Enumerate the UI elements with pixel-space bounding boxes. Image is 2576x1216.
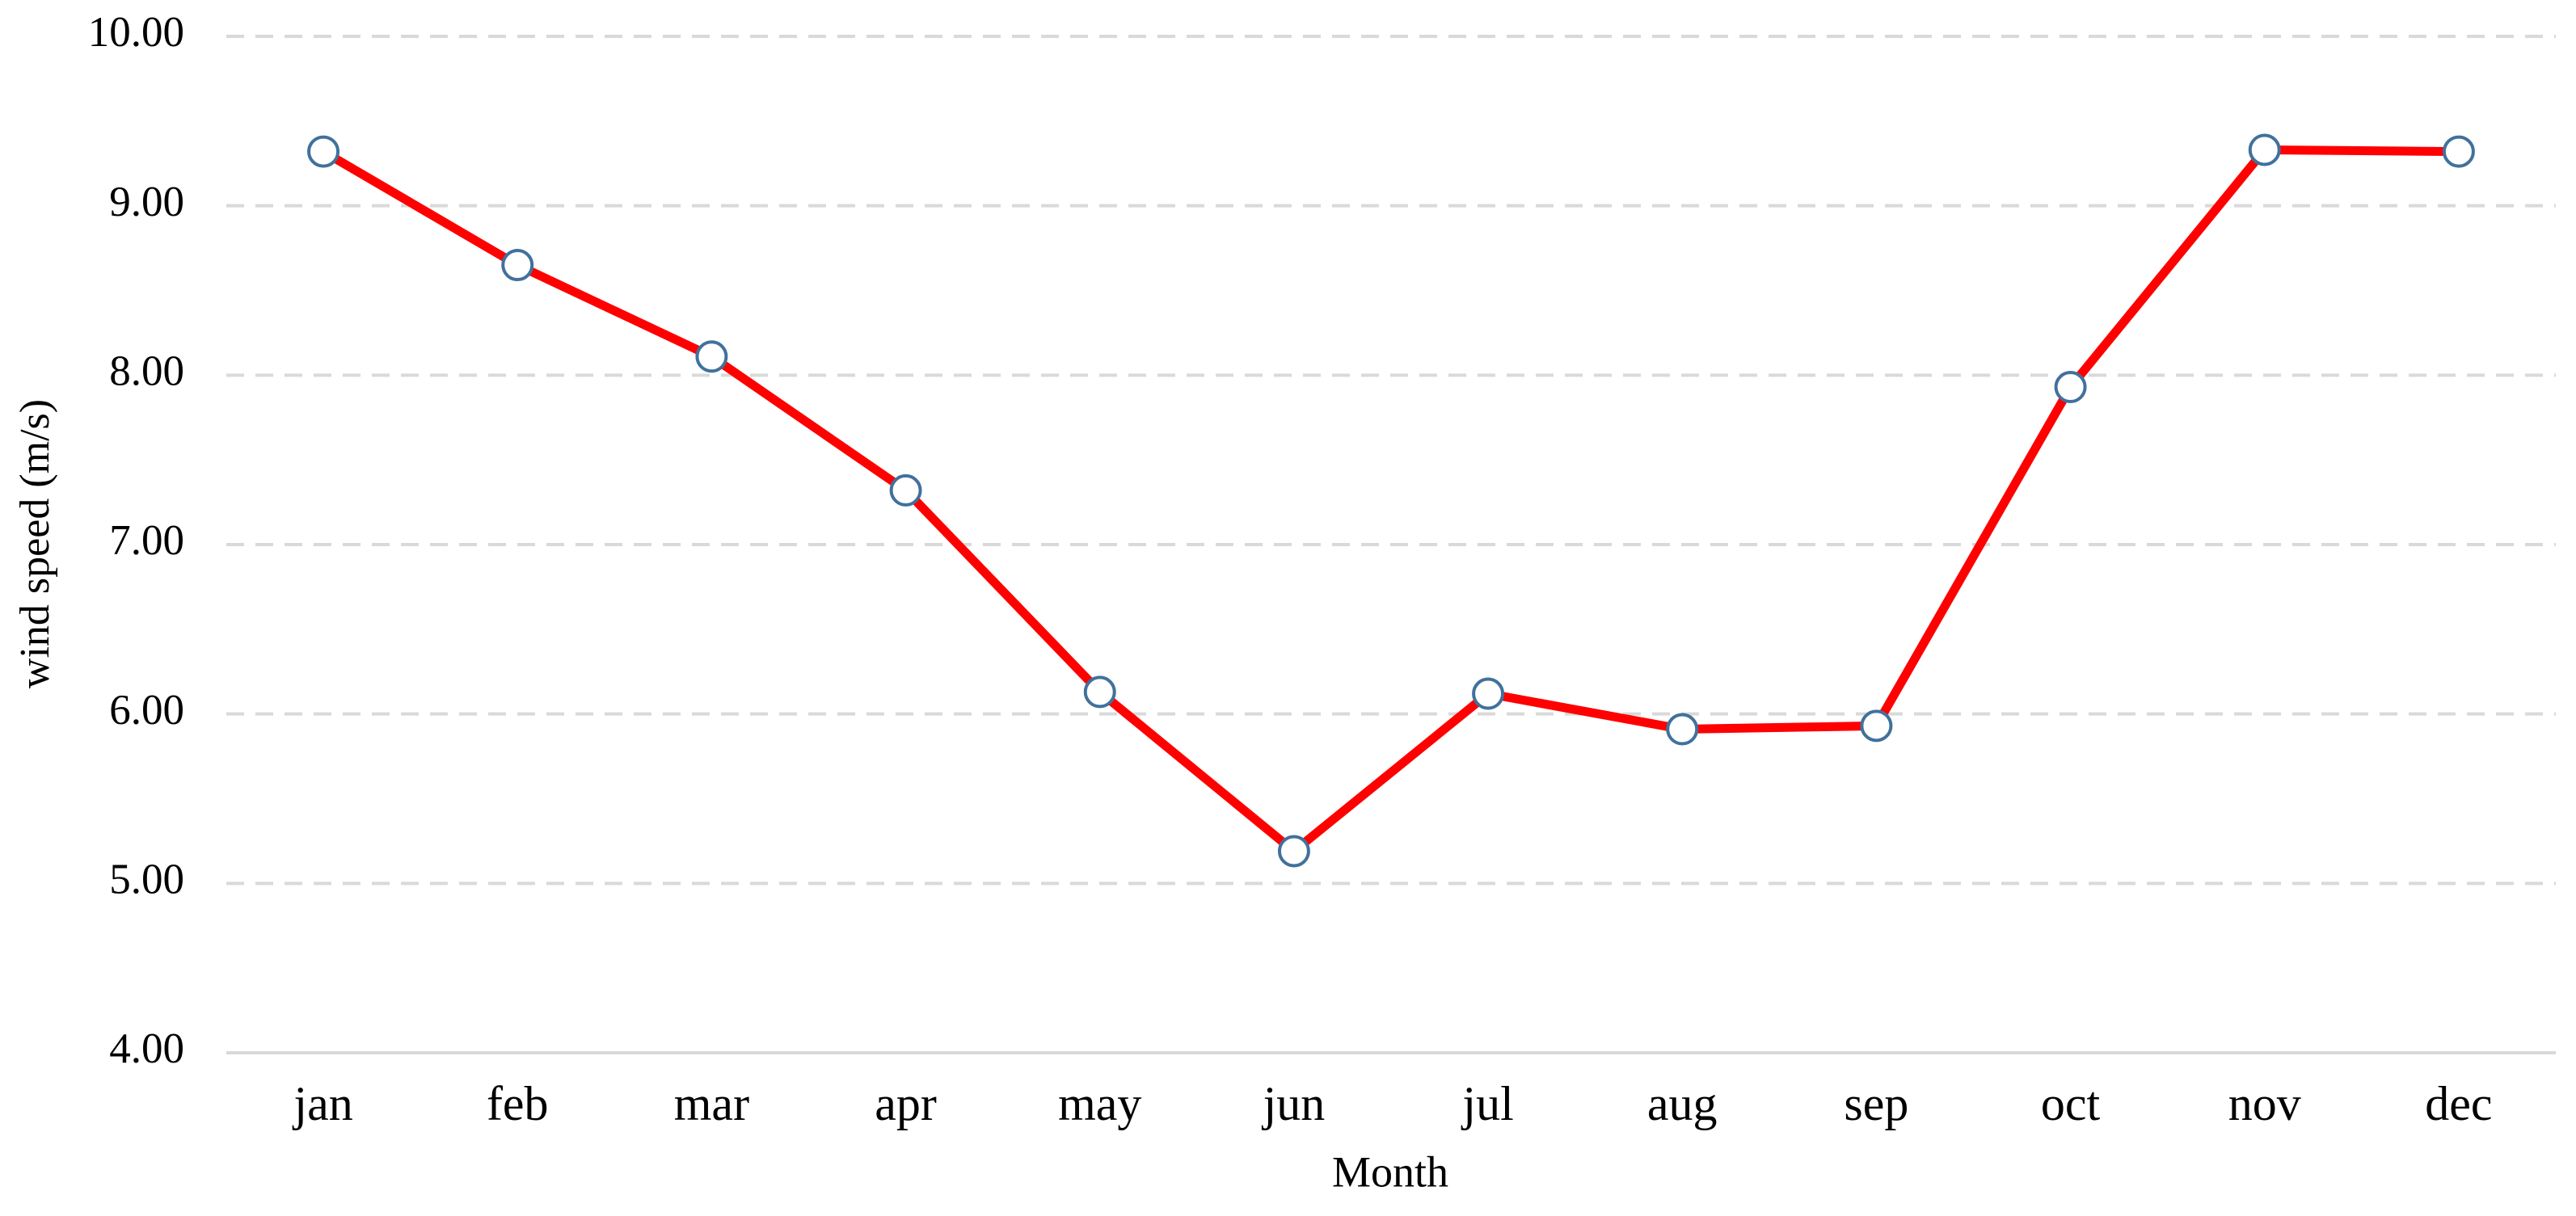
y-tick-label: 10.00 xyxy=(88,9,184,56)
data-point xyxy=(695,340,728,373)
x-tick-label: jun xyxy=(1262,1077,1326,1130)
data-point xyxy=(2248,133,2281,166)
data-point xyxy=(501,249,534,282)
y-tick-label: 8.00 xyxy=(109,347,184,394)
x-tick-label: sep xyxy=(1844,1077,1908,1130)
y-tick-label: 5.00 xyxy=(109,856,184,903)
x-tick-label: jan xyxy=(292,1077,352,1130)
data-point xyxy=(889,473,922,507)
y-tick-label: 6.00 xyxy=(109,687,184,734)
data-point xyxy=(307,135,340,168)
y-tick-label: 9.00 xyxy=(109,179,184,225)
y-axis-title: wind speed (m/s) xyxy=(12,399,58,688)
data-point xyxy=(1666,713,1699,746)
data-point xyxy=(2054,371,2087,404)
x-tick-label: aug xyxy=(1647,1077,1718,1130)
data-point xyxy=(1083,675,1116,709)
x-tick-label: apr xyxy=(875,1077,937,1130)
x-tick-label: oct xyxy=(2041,1077,2101,1130)
data-point xyxy=(1860,709,1893,743)
x-axis-title: Month xyxy=(1332,1147,1448,1196)
y-tick-label: 7.00 xyxy=(109,517,184,564)
data-point xyxy=(1472,677,1505,710)
x-tick-label: jul xyxy=(1461,1077,1513,1130)
x-tick-label: mar xyxy=(674,1077,749,1130)
x-tick-label: nov xyxy=(2228,1077,2301,1130)
y-tick-label: 4.00 xyxy=(109,1025,184,1072)
data-point xyxy=(2442,135,2475,168)
data-line xyxy=(321,145,2459,856)
x-tick-label: feb xyxy=(487,1077,549,1130)
x-tick-label: dec xyxy=(2425,1077,2492,1130)
data-point xyxy=(1277,835,1310,868)
x-tick-label: may xyxy=(1058,1077,1141,1130)
